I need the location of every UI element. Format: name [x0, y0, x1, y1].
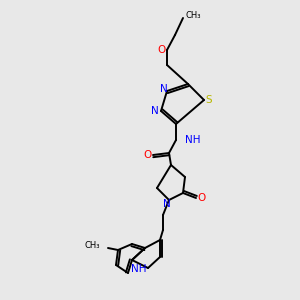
Text: N: N	[151, 106, 159, 116]
Text: CH₃: CH₃	[185, 11, 200, 20]
Text: N: N	[160, 84, 168, 94]
Text: O: O	[198, 193, 206, 203]
Text: N: N	[163, 199, 171, 209]
Text: S: S	[206, 95, 212, 105]
Text: NH: NH	[130, 264, 146, 274]
Text: O: O	[158, 45, 166, 55]
Text: CH₃: CH₃	[85, 242, 100, 250]
Text: O: O	[143, 150, 151, 160]
Text: NH: NH	[185, 135, 200, 145]
